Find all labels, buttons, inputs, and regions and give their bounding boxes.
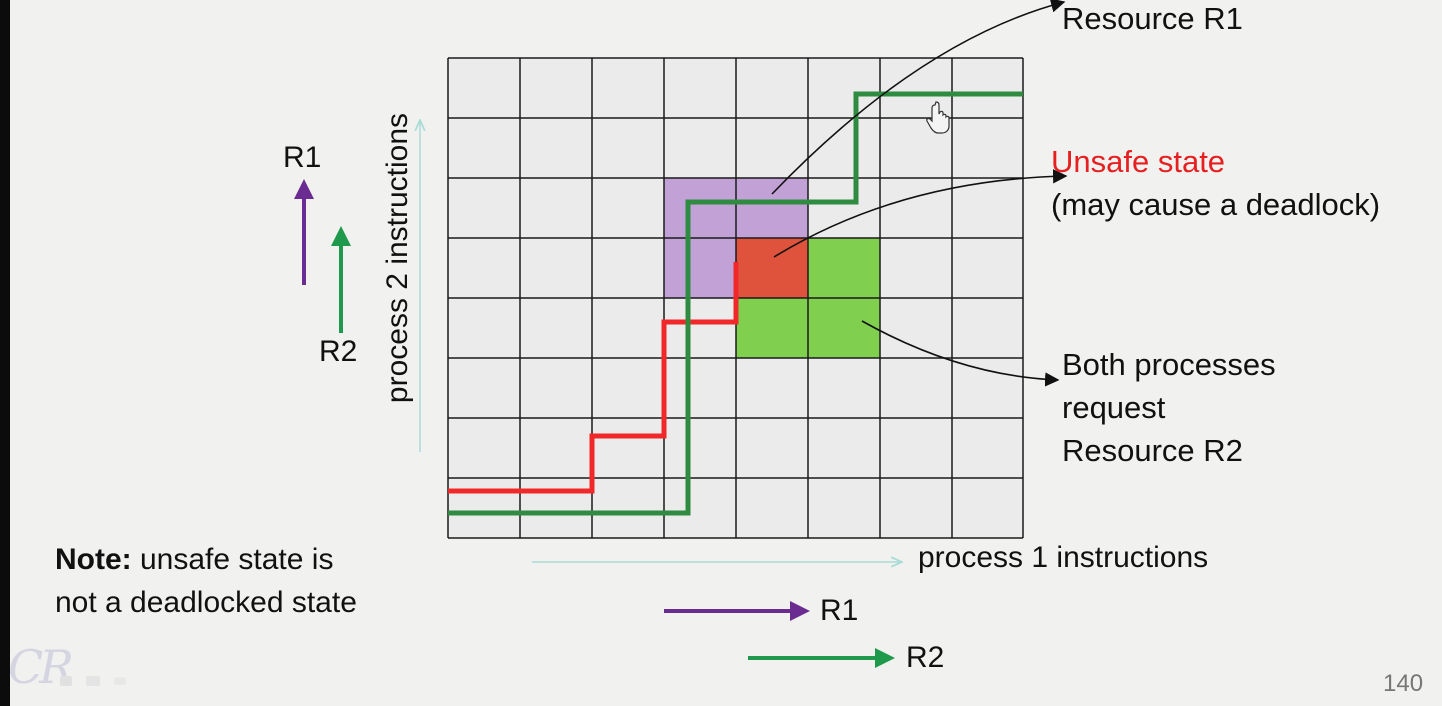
x-axis-label: process 1 instructions <box>918 541 1209 574</box>
red-trajectory-path <box>448 262 739 494</box>
note-line-1: Note: unsafe state is <box>55 538 333 581</box>
grid-lines <box>447 57 1024 539</box>
red-region-unsafe-state <box>736 238 808 298</box>
callout-arrow-r1 <box>771 0 1066 195</box>
callout-arrow-r2 <box>861 320 1060 387</box>
note-bold: Note: <box>55 543 132 576</box>
left-edge-bar <box>0 0 10 706</box>
nav-icon-home <box>60 676 72 686</box>
unsafe-state-subtitle: (may cause a deadlock) <box>1051 187 1381 222</box>
legend-r1-horizontal-label: R1 <box>820 594 859 627</box>
legend-r2-horizontal-label: R2 <box>906 641 945 674</box>
unsafe-state-title: Unsafe state <box>1051 144 1226 179</box>
both-request-r2-line1: Both processes <box>1062 347 1276 382</box>
nav-icon-menu <box>86 676 100 686</box>
nav-icon-next <box>114 677 126 685</box>
callout-arrow-unsafe <box>773 169 1068 258</box>
y-axis-label: process 2 instructions <box>381 112 414 404</box>
hand-cursor-icon <box>926 101 950 134</box>
resource-r1-label: Resource R1 <box>1062 1 1243 36</box>
page-number: 140 <box>1383 670 1424 697</box>
both-request-r2-line2: request <box>1062 390 1166 425</box>
note-line-2: not a deadlocked state <box>55 586 357 619</box>
both-request-r2-line3: Resource R2 <box>1062 433 1243 468</box>
unsafe-state-label: Unsafe state <box>1051 140 1225 183</box>
legend-r1-vertical-label: R1 <box>283 141 322 174</box>
legend-r2-vertical-label: R2 <box>319 335 358 368</box>
note-rest: unsafe state is <box>131 543 334 576</box>
